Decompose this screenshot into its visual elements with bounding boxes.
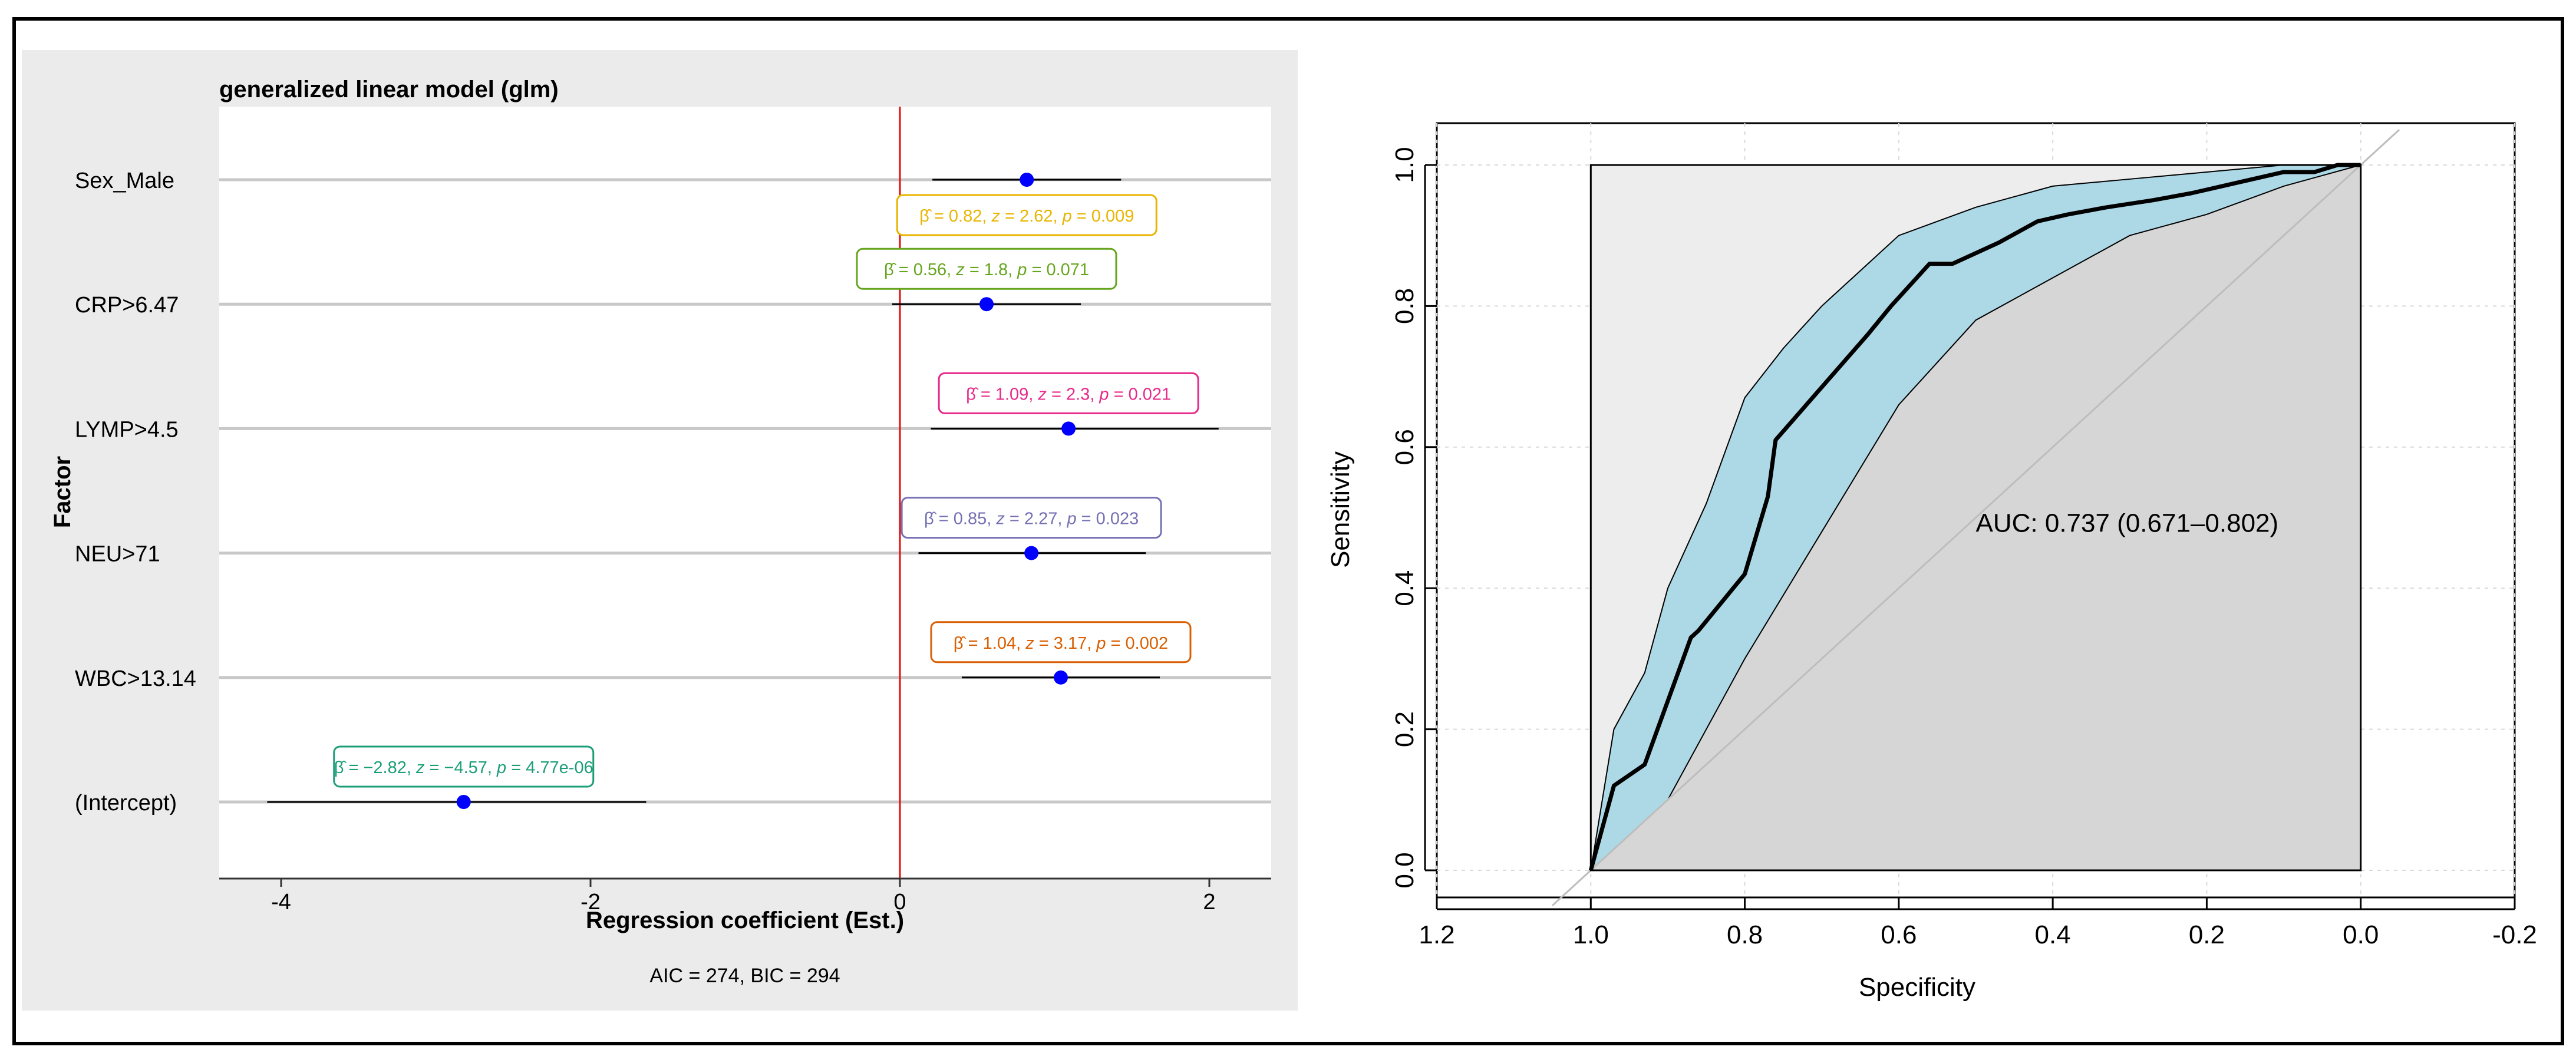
forest-point-estimate	[1054, 670, 1068, 685]
forest-term: (Intercept) β̂ = −2.82, z = −4.57, p = 4.…	[75, 745, 647, 816]
forest-x-tick-label: -2	[580, 890, 601, 915]
roc-x-axis-label: Specificity	[1859, 973, 1975, 1002]
forest-estimate-label: β̂ = −2.82, z = −4.57, p = 4.77e-06	[334, 758, 593, 777]
forest-x-axis-label: Regression coefficient (Est.)	[586, 907, 904, 933]
forest-y-axis-label: Factor	[50, 456, 75, 528]
forest-estimate-label-box	[901, 497, 1162, 539]
forest-point-estimate	[456, 795, 471, 809]
roc-y-tick-label: 0.8	[1390, 288, 1419, 324]
forest-x-tick-label: 0	[893, 890, 906, 915]
forest-estimate-label-box	[938, 372, 1199, 414]
forest-term: WBC>13.14 β̂ = 1.04, z = 3.17, p = 0.002	[75, 621, 1192, 691]
figure-canvas: generalized linear model (glm) Sex_Male β…	[22, 50, 2537, 1011]
forest-term-label: WBC>13.14	[75, 666, 196, 691]
roc-y-tick-label: 0.2	[1390, 711, 1419, 747]
forest-plot: generalized linear model (glm) Sex_Male β…	[22, 50, 1298, 1011]
roc-x-tick-label: 0.2	[2189, 920, 2225, 949]
roc-y-ticks: 0.0 0.2 0.4 0.6 0.8 1.0	[1390, 147, 1437, 889]
forest-estimate-label: β̂ = 0.82, z = 2.62, p = 0.009	[919, 207, 1134, 226]
roc-unit-square	[1589, 164, 2362, 871]
roc-x-tick-label: 1.2	[1419, 920, 1454, 949]
forest-term: Sex_Male β̂ = 0.82, z = 2.62, p = 0.009	[75, 169, 1157, 236]
forest-estimate-label: β̂ = 1.04, z = 3.17, p = 0.002	[954, 634, 1168, 653]
roc-x-tick-label: 0.8	[1727, 920, 1763, 949]
forest-x-ticks: -4 -2 0 2	[271, 879, 1216, 915]
roc-x-tick-label: 0.4	[2035, 920, 2071, 949]
forest-point-estimate	[1061, 421, 1076, 436]
forest-estimate-label-box	[856, 247, 1117, 290]
forest-caption: AIC = 274, BIC = 294	[649, 965, 840, 987]
forest-term-label: (Intercept)	[75, 791, 177, 816]
roc-chance-diagonal	[1551, 129, 2400, 906]
forest-terms: Sex_Male β̂ = 0.82, z = 2.62, p = 0.009 CR…	[75, 169, 1219, 816]
roc-curve-line	[1588, 163, 2361, 871]
forest-point-estimate	[1020, 173, 1034, 187]
roc-y-tick-label: 0.6	[1390, 429, 1419, 465]
forest-term: LYMP>4.5 β̂ = 1.09, z = 2.3, p = 0.021	[75, 372, 1219, 442]
roc-y-tick-label: 1.0	[1390, 147, 1419, 183]
forest-estimate-label-box	[333, 745, 595, 788]
forest-term-label: NEU>71	[75, 542, 160, 567]
forest-x-tick-label: -4	[271, 890, 291, 915]
forest-estimate-label-box	[930, 621, 1192, 663]
roc-y-axis-label: Sensitivity	[1326, 451, 1355, 568]
forest-term-label: Sex_Male	[75, 169, 174, 193]
forest-term: CRP>6.47 β̂ = 0.56, z = 1.8, p = 0.071	[75, 247, 1117, 318]
roc-x-tick-label: 0.6	[1881, 920, 1917, 949]
roc-auc-label: AUC: 0.737 (0.671–0.802)	[1976, 509, 2279, 537]
roc-x-tick-label: -0.2	[2492, 920, 2537, 949]
forest-estimate-label: β̂ = 1.09, z = 2.3, p = 0.021	[966, 385, 1171, 404]
forest-term: NEU>71 β̂ = 0.85, z = 2.27, p = 0.023	[75, 497, 1162, 567]
forest-estimate-label-box	[896, 194, 1157, 236]
roc-x-tick-label: 1.0	[1573, 920, 1609, 949]
forest-term-label: LYMP>4.5	[75, 417, 179, 442]
roc-x-tick-label: 0.0	[2343, 920, 2379, 949]
forest-estimate-label: β̂ = 0.85, z = 2.27, p = 0.023	[924, 510, 1139, 529]
roc-x-ticks: 1.2 1.0 0.8 0.6 0.4 0.2 0.0 -0.2	[1419, 897, 2537, 949]
roc-region-above-curve	[1591, 165, 2361, 870]
forest-title: generalized linear model (glm)	[219, 77, 559, 103]
forest-term-label: CRP>6.47	[75, 293, 179, 318]
forest-point-estimate	[1024, 546, 1039, 560]
roc-plot: AUC: 0.737 (0.671–0.802) 1.2 1.0 0.8 0.6 0.4…	[1326, 122, 2537, 1002]
forest-point-estimate	[979, 297, 994, 312]
roc-y-tick-label: 0.0	[1390, 852, 1419, 888]
forest-estimate-label: β̂ = 0.56, z = 1.8, p = 0.071	[884, 260, 1089, 279]
roc-plot-box	[1436, 122, 2516, 899]
forest-x-tick-label: 2	[1203, 890, 1215, 915]
roc-y-tick-label: 0.4	[1390, 570, 1419, 606]
figure-frame: generalized linear model (glm) Sex_Male β…	[12, 17, 2564, 1045]
